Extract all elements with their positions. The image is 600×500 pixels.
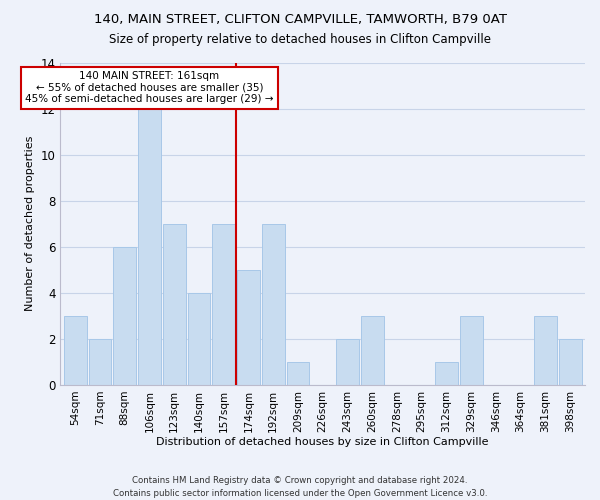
Bar bbox=[460, 316, 482, 385]
Bar bbox=[113, 247, 136, 385]
Bar bbox=[138, 108, 161, 385]
Bar bbox=[361, 316, 383, 385]
Text: Size of property relative to detached houses in Clifton Campville: Size of property relative to detached ho… bbox=[109, 32, 491, 46]
Bar bbox=[237, 270, 260, 385]
Bar bbox=[336, 339, 359, 385]
Text: 140, MAIN STREET, CLIFTON CAMPVILLE, TAMWORTH, B79 0AT: 140, MAIN STREET, CLIFTON CAMPVILLE, TAM… bbox=[94, 12, 506, 26]
Bar bbox=[559, 339, 581, 385]
Bar bbox=[163, 224, 185, 385]
Bar bbox=[287, 362, 309, 385]
X-axis label: Distribution of detached houses by size in Clifton Campville: Distribution of detached houses by size … bbox=[157, 438, 489, 448]
Bar bbox=[435, 362, 458, 385]
Bar bbox=[212, 224, 235, 385]
Text: Contains HM Land Registry data © Crown copyright and database right 2024.
Contai: Contains HM Land Registry data © Crown c… bbox=[113, 476, 487, 498]
Bar bbox=[534, 316, 557, 385]
Bar bbox=[89, 339, 111, 385]
Bar bbox=[64, 316, 86, 385]
Y-axis label: Number of detached properties: Number of detached properties bbox=[25, 136, 35, 312]
Text: 140 MAIN STREET: 161sqm
← 55% of detached houses are smaller (35)
45% of semi-de: 140 MAIN STREET: 161sqm ← 55% of detache… bbox=[25, 71, 274, 104]
Bar bbox=[188, 293, 210, 385]
Bar bbox=[262, 224, 284, 385]
